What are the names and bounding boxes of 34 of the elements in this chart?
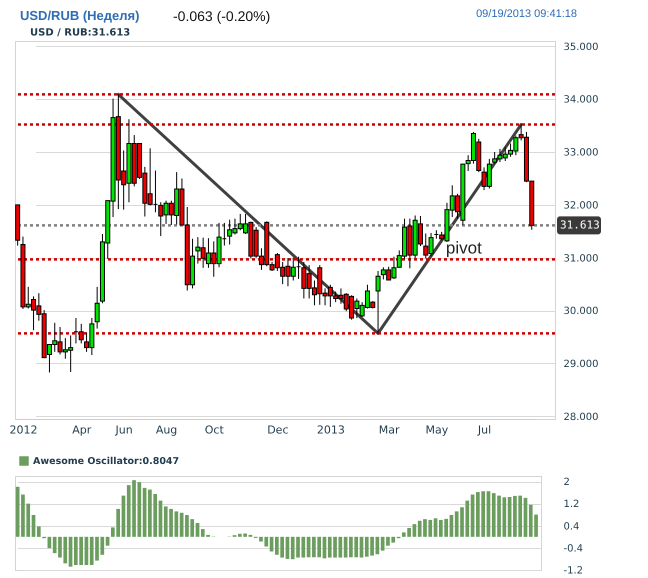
- candlestick: [94, 286, 100, 330]
- x-tick-label: Mar: [378, 424, 400, 436]
- y-tick-label: 33.000: [564, 148, 598, 159]
- ref-line-label: 31.613: [560, 218, 600, 232]
- y-tick-label: -0.4: [564, 543, 584, 554]
- bar: [111, 527, 115, 537]
- chart-subtitle: -0.063 (-0.20%): [173, 8, 270, 24]
- y-tick-label: 31.000: [564, 253, 598, 264]
- bar: [402, 532, 406, 537]
- ref-line-label: pivot: [446, 238, 482, 258]
- y-tick-label: 28.000: [564, 412, 598, 423]
- x-tick-label: May: [425, 424, 449, 436]
- y-tick-label: 34.000: [564, 94, 598, 106]
- y-tick-label: 30.000: [564, 306, 598, 318]
- x-tick-label: Oct: [204, 424, 224, 436]
- text: 09/19/2013 09:41:18: [476, 8, 577, 20]
- x-tick-label: Apr: [72, 424, 92, 436]
- chart-title: USD/RUB (Неделя): [20, 8, 140, 23]
- y-tick-label: 35.000: [564, 42, 598, 53]
- x-tick-label: 2013: [316, 424, 345, 436]
- y-tick-label: 32.000: [564, 200, 598, 212]
- x-tick-label: Jul: [476, 424, 492, 436]
- x-tick-label: Aug: [156, 424, 178, 436]
- y-tick-label: 1.2: [564, 499, 580, 510]
- text: USD / RUB:31.613: [30, 28, 130, 38]
- y-tick-label: -1.2: [564, 566, 584, 576]
- y-tick-label: 0.4: [564, 521, 580, 532]
- x-tick-label: Dec: [267, 424, 288, 436]
- candlestick: [376, 270, 381, 334]
- y-tick-label: 2: [564, 477, 570, 488]
- y-tick-label: 29.000: [564, 358, 598, 370]
- x-tick-label: 2012: [9, 424, 38, 436]
- x-tick-label: Jun: [114, 424, 133, 436]
- legend-label: Awesome Oscillator:0.8047: [33, 456, 180, 467]
